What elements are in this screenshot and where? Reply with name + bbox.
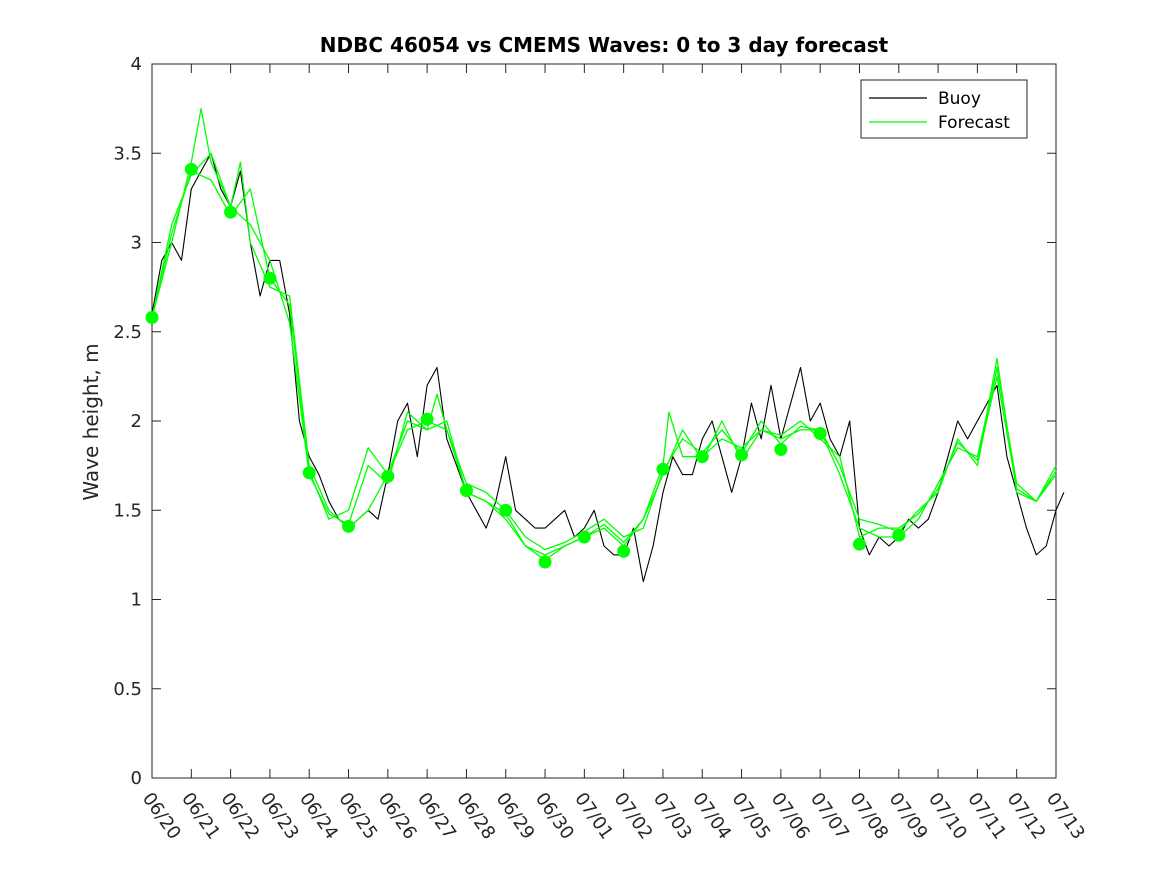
- x-tick-label: 07/06: [767, 789, 814, 844]
- legend: Buoy Forecast: [860, 79, 1028, 139]
- x-tick-label: 07/02: [610, 789, 657, 844]
- series-line-forecast: [151, 170, 1057, 551]
- forecast-marker: [852, 537, 866, 551]
- x-tick-label: 06/30: [531, 789, 578, 844]
- forecast-marker: [656, 462, 670, 476]
- y-tick-label: 3.5: [113, 143, 142, 164]
- forecast-marker: [538, 555, 552, 569]
- y-tick-label: 1: [131, 590, 142, 611]
- x-tick-label: 07/09: [885, 789, 932, 844]
- forecast-marker: [774, 443, 788, 457]
- y-tick-label: 0.5: [113, 679, 142, 700]
- x-tick-label: 06/29: [492, 789, 539, 844]
- y-tick-label: 2: [131, 411, 142, 432]
- y-tick-label: 4: [131, 54, 142, 75]
- x-tick-label: 07/13: [1042, 789, 1089, 844]
- x-tick-label: 06/28: [452, 789, 499, 844]
- forecast-marker: [735, 448, 749, 462]
- x-tick-label: 07/08: [845, 789, 892, 844]
- axes-box: [151, 63, 1057, 779]
- x-tick-label: 07/10: [924, 789, 971, 844]
- x-tick-label: 06/23: [256, 789, 303, 844]
- y-axis-label: Wave height, m: [79, 343, 103, 500]
- x-tick-label: 06/20: [138, 789, 185, 844]
- series-line-forecast: [151, 107, 1057, 556]
- forecast-marker: [381, 469, 395, 483]
- forecast-marker: [617, 544, 631, 558]
- forecast-marker: [224, 205, 238, 219]
- x-tick-label: 07/07: [806, 789, 853, 844]
- y-tick-label: 0: [131, 768, 142, 789]
- plot-area: 00.511.522.533.5406/2006/2106/2206/2306/…: [113, 54, 1089, 843]
- x-tick-label: 06/24: [295, 789, 342, 844]
- x-tick-label: 07/03: [649, 789, 696, 844]
- forecast-marker: [420, 412, 434, 426]
- y-tick-label: 1.5: [113, 500, 142, 521]
- chart-title: NDBC 46054 vs CMEMS Waves: 0 to 3 day fo…: [320, 33, 889, 57]
- forecast-marker: [695, 450, 709, 464]
- x-tick-label: 07/05: [727, 789, 774, 844]
- forecast-marker: [499, 503, 513, 517]
- forecast-marker: [813, 426, 827, 440]
- y-tick-label: 2.5: [113, 322, 142, 343]
- x-tick-label: 07/01: [570, 789, 617, 844]
- x-tick-label: 07/04: [688, 789, 735, 844]
- x-tick-label: 06/27: [413, 789, 460, 844]
- series-line-buoy: [151, 152, 1065, 583]
- forecast-marker: [342, 519, 356, 533]
- series-line-forecast: [151, 152, 1057, 561]
- x-tick-label: 06/22: [217, 789, 264, 844]
- forecast-marker: [263, 271, 277, 285]
- x-tick-label: 06/25: [334, 789, 381, 844]
- forecast-marker: [577, 530, 591, 544]
- forecast-marker: [892, 528, 906, 542]
- y-tick-label: 3: [131, 233, 142, 254]
- legend-box: [860, 79, 1028, 139]
- forecast-marker: [145, 310, 159, 324]
- legend-label: Forecast: [938, 113, 1010, 133]
- x-tick-label: 07/11: [963, 789, 1010, 844]
- x-tick-label: 06/21: [177, 789, 224, 844]
- forecast-marker: [302, 466, 316, 480]
- x-tick-label: 06/26: [374, 789, 421, 844]
- x-tick-label: 07/12: [1003, 789, 1050, 844]
- forecast-marker: [459, 484, 473, 498]
- legend-label: Buoy: [938, 89, 981, 109]
- forecast-marker: [184, 162, 198, 176]
